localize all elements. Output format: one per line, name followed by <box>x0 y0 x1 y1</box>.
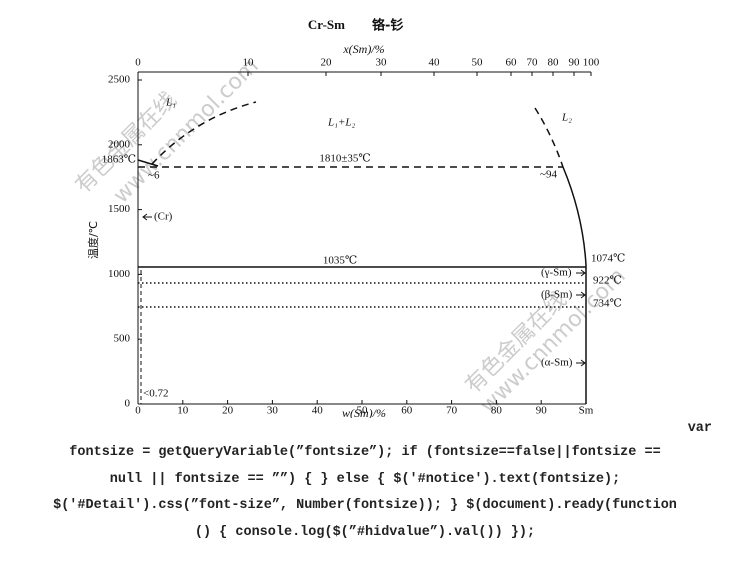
code-line: null || fontsize == ””) { } else { $('#n… <box>109 471 621 487</box>
liquidus-l2 <box>534 107 564 168</box>
left-tick-label: 2500 <box>108 74 131 86</box>
bottom-tick-label: 70 <box>446 405 458 417</box>
annotation: 922℃ <box>593 275 622 287</box>
bottom-tick-label: 10 <box>177 405 189 417</box>
top-tick-label: 60 <box>506 57 518 69</box>
annotation: 1810±35℃ <box>319 153 370 165</box>
right-end-label: Sm <box>579 405 594 417</box>
top-tick-label: 40 <box>429 57 441 69</box>
top-tick-label: 100 <box>583 57 600 69</box>
annotation: (α-Sm) <box>541 357 573 369</box>
code-line: () { console.log($(”#hidvalue”).val()) }… <box>194 524 536 540</box>
code-line: $('#Detail').css(”font-size”, Number(fon… <box>53 498 677 513</box>
bottom-tick-label: 50 <box>357 405 369 417</box>
bottom-tick-label: 30 <box>267 405 279 417</box>
bottom-tick-label: 20 <box>222 405 234 417</box>
code-line: var <box>687 421 712 436</box>
code-line: fontsize = getQueryVariable(”fontsize”);… <box>69 445 661 460</box>
arrow <box>576 359 586 367</box>
liquidus-l1 <box>151 101 257 165</box>
annotation: (γ-Sm) <box>541 267 572 279</box>
top-tick-label: 30 <box>376 57 388 69</box>
arrow <box>576 291 586 299</box>
annotation: ~6 <box>148 170 160 182</box>
bottom-tick-label: 60 <box>401 405 413 417</box>
top-tick-label: 50 <box>472 57 484 69</box>
annotation: 1074℃ <box>591 253 625 265</box>
top-tick-label: 90 <box>569 57 581 69</box>
title-cn: 铬-钐 <box>372 18 403 34</box>
phase-lines <box>137 101 587 404</box>
arrow <box>142 213 152 221</box>
top-axis-label: x(Sm)/% <box>342 42 384 56</box>
title: Cr-Sm <box>308 17 345 32</box>
annotation: 1035℃ <box>323 255 357 267</box>
bottom-tick-label: 40 <box>312 405 324 417</box>
annotation: 1863℃ <box>102 154 136 166</box>
watermark: www.cnnmol.com <box>476 264 631 418</box>
left-tick-label: 0 <box>125 398 131 410</box>
liquidus-sm <box>562 166 587 266</box>
liquidus-cr <box>137 159 159 167</box>
annotation: ~94 <box>540 169 557 181</box>
annotation: (Cr) <box>154 211 173 223</box>
annotations: L₁ L₁+L₂ L₂ 1863℃ ~6 1810±35℃ ~94 (Cr) 1… <box>102 97 626 400</box>
annotation: L₁+L₂ <box>327 117 355 129</box>
phase-diagram: 有色金属在线 www.cnnmol.com 有色金属在线 www.cnnmol.… <box>71 17 631 418</box>
bottom-tick-label: 80 <box>491 405 503 417</box>
left-tick-label: 500 <box>114 333 131 345</box>
code-text: var fontsize = getQueryVariable(”fontsize… <box>0 418 730 546</box>
bottom-tick-label: 0 <box>135 405 141 417</box>
left-tick-label: 2000 <box>108 138 131 150</box>
left-axis-label: 温度/℃ <box>86 221 100 259</box>
annotation: (β-Sm) <box>541 289 573 301</box>
top-tick-label: 20 <box>321 57 333 69</box>
bottom-tick-label: 90 <box>536 405 548 417</box>
left-tick-label: 1500 <box>108 203 131 215</box>
top-tick-label: 80 <box>548 57 560 69</box>
annotation: L₂ <box>561 112 572 124</box>
top-tick-label: 0 <box>135 57 141 69</box>
annotation: <0.72 <box>143 388 168 400</box>
arrow <box>576 269 586 277</box>
annotation: L₁ <box>165 97 176 109</box>
left-tick-label: 1000 <box>108 268 131 280</box>
bottom-axis-label: w(Sm)/% <box>342 406 386 418</box>
top-tick-label: 10 <box>243 57 255 69</box>
annotation: 734℃ <box>593 298 622 310</box>
top-tick-label: 70 <box>527 57 539 69</box>
